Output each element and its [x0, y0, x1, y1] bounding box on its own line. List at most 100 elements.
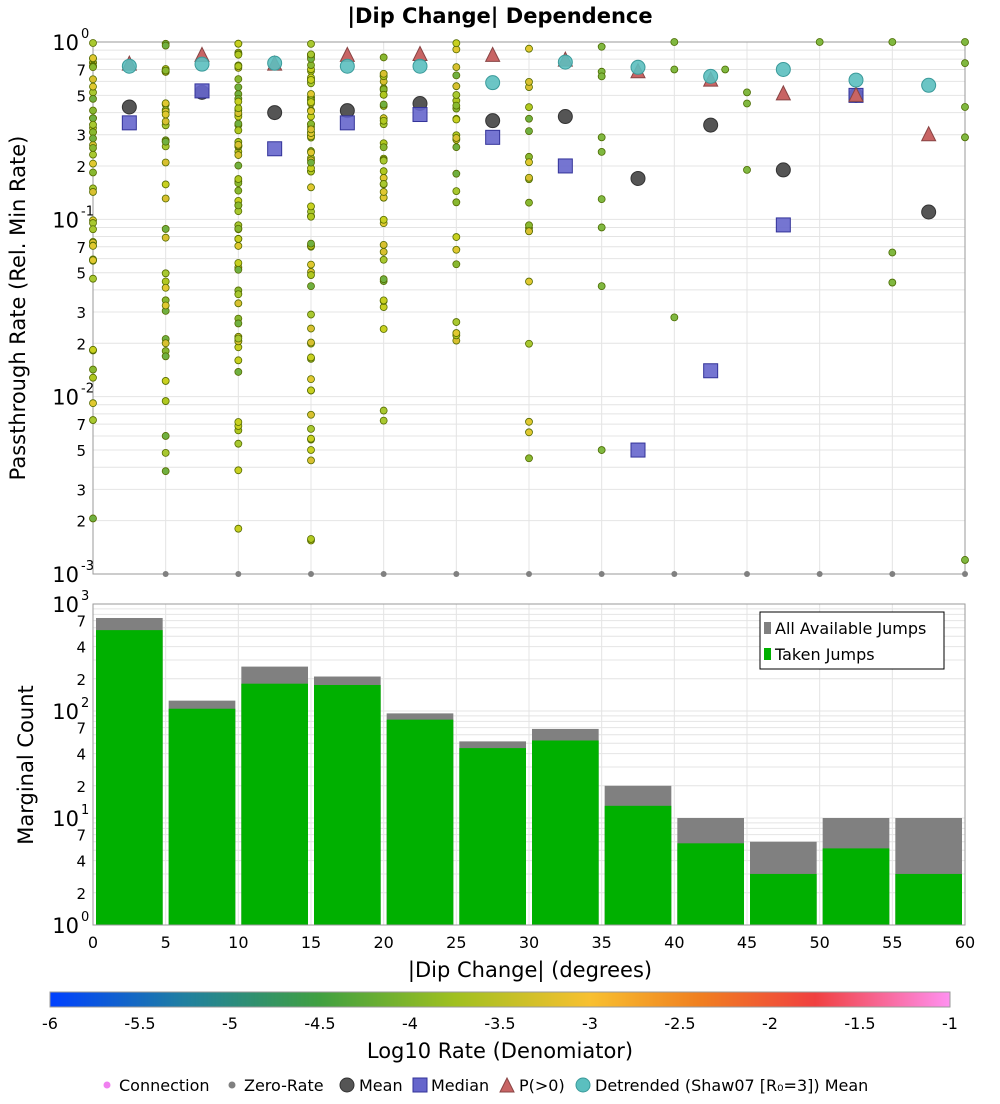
y-tick-label: 10	[52, 563, 79, 587]
connection-point	[379, 275, 388, 284]
x-tick-label: 55	[882, 933, 902, 952]
connection-point	[89, 345, 97, 354]
connection-point	[452, 329, 461, 337]
zero-rate-point	[744, 571, 750, 577]
connection-point	[234, 50, 243, 59]
legend-swatch-all-available	[764, 622, 771, 634]
detrended-mean-marker	[121, 58, 137, 74]
connection-point	[234, 126, 243, 135]
connection-point	[161, 233, 170, 242]
connection-point	[307, 98, 315, 107]
connection-point	[89, 94, 97, 103]
connection-point	[89, 168, 97, 177]
histogram-legend-box	[759, 611, 945, 670]
connection-point	[161, 339, 170, 348]
connection-point	[161, 180, 170, 189]
connection-point	[452, 134, 461, 142]
connection-point	[379, 100, 388, 109]
connection-point	[234, 97, 243, 106]
y-tick-label: 2	[76, 158, 86, 176]
connection-point	[597, 42, 606, 51]
bar-taken	[386, 719, 454, 925]
connection-point	[452, 233, 461, 241]
connection-point	[307, 324, 315, 333]
connection-point	[234, 334, 243, 343]
p-gt-0-marker	[920, 125, 937, 142]
colorbar-tick-label: -4	[402, 1014, 418, 1033]
legend-p-gt-0-label: P(>0)	[519, 1076, 565, 1095]
connection-point	[307, 202, 315, 211]
connection-point	[597, 195, 606, 204]
mean-marker	[121, 99, 137, 115]
connection-point	[379, 247, 388, 256]
legend-label-all-available: All Available Jumps	[775, 619, 926, 638]
connection-point	[597, 72, 606, 81]
connection-point	[670, 65, 679, 74]
bottom-plot-frame	[92, 603, 966, 926]
connection-point	[234, 201, 243, 210]
connection-point	[452, 71, 461, 80]
connection-point	[161, 269, 170, 278]
connection-point	[888, 248, 897, 257]
connection-point	[525, 173, 533, 182]
connection-point	[234, 466, 243, 475]
bar-taken	[96, 630, 163, 925]
connection-point	[597, 223, 606, 232]
p-gt-0-marker	[775, 84, 792, 101]
connection-point	[234, 224, 243, 233]
connection-point	[89, 39, 97, 47]
connection-point	[379, 240, 388, 249]
p-gt-0-marker	[848, 86, 864, 102]
detrended-mean-marker	[703, 68, 719, 84]
connection-point	[379, 215, 388, 224]
connection-point	[307, 39, 315, 48]
y-tick-label: 7	[76, 239, 86, 257]
connection-point	[307, 183, 315, 192]
connection-point	[307, 410, 315, 419]
connection-point	[161, 158, 170, 167]
connection-point	[888, 278, 897, 287]
connection-point	[89, 75, 97, 84]
connection-point	[525, 198, 533, 207]
top-scatter-marks	[89, 38, 969, 577]
p-gt-0-marker	[484, 46, 501, 62]
connection-point	[379, 116, 388, 125]
connection-point	[379, 167, 388, 176]
connection-point	[525, 417, 533, 426]
connection-point	[89, 63, 97, 72]
connection-point	[525, 77, 533, 86]
detrended-mean-marker	[630, 59, 646, 75]
median-marker	[121, 115, 137, 131]
y-tick-label: 4	[76, 746, 86, 764]
connection-point	[452, 115, 461, 124]
connection-point	[89, 134, 97, 143]
legend-label-taken: Taken Jumps	[774, 645, 875, 664]
bar-taken	[677, 843, 744, 925]
y-tick-exponent: 2	[81, 696, 89, 711]
connection-point	[161, 397, 170, 405]
colorbar-tick-label: -2	[762, 1014, 778, 1033]
connection-point	[89, 106, 97, 115]
connection-point	[89, 144, 97, 152]
x-tick-label: 5	[161, 933, 171, 952]
zero-rate-point	[671, 571, 678, 577]
legend-p-gt-0-icon	[499, 1076, 515, 1093]
connection-point	[961, 59, 969, 68]
x-tick-label: 10	[228, 933, 248, 952]
connection-point	[234, 356, 243, 365]
connection-point	[234, 319, 243, 328]
connection-point	[307, 386, 315, 395]
connection-point	[89, 225, 97, 234]
detrended-mean-marker	[775, 61, 791, 77]
y-tick-label: 7	[76, 720, 86, 738]
y-tick-exponent: -3	[81, 559, 94, 574]
connection-point	[721, 65, 730, 74]
zero-rate-point	[162, 571, 169, 577]
y-tick-label: 10	[52, 914, 79, 938]
connection-point	[452, 245, 461, 254]
detrended-mean-marker	[339, 58, 355, 74]
connection-point	[379, 255, 388, 264]
bar-taken	[750, 873, 817, 925]
y-tick-label: 4	[76, 853, 86, 871]
